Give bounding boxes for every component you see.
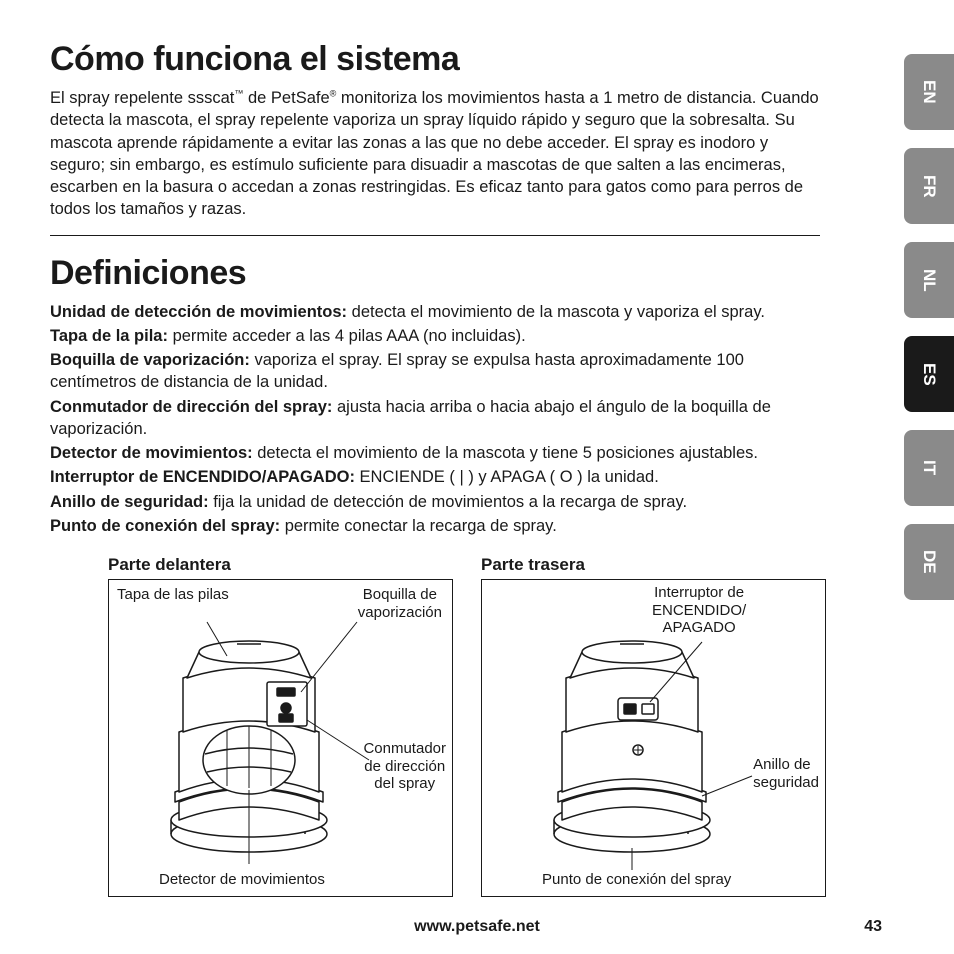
lang-tab-es[interactable]: ES [904, 336, 954, 412]
label-direction-switch: Conmutador de dirección del spray [363, 740, 446, 792]
lang-tab-en[interactable]: EN [904, 54, 954, 130]
def-item: Boquilla de vaporización: vaporiza el sp… [50, 349, 820, 394]
device-front-drawing [109, 580, 453, 897]
label-power-switch: Interruptor de ENCENDIDO/ APAGADO [652, 584, 746, 636]
diagram-front-box: Tapa de las pilas Boquilla de vaporizaci… [108, 579, 453, 897]
lang-tab-fr[interactable]: FR [904, 148, 954, 224]
section1-body: El spray repelente ssscat™ de PetSafe® m… [50, 87, 820, 221]
diagram-front: Parte delantera [108, 555, 453, 897]
def-item: Tapa de la pila: permite acceder a las 4… [50, 325, 820, 347]
diagram-back-box: Interruptor de ENCENDIDO/ APAGADO Anillo… [481, 579, 826, 897]
definitions-list: Unidad de detección de movimientos: dete… [50, 301, 820, 538]
def-item: Unidad de detección de movimientos: dete… [50, 301, 820, 323]
footer-url: www.petsafe.net [0, 918, 954, 936]
lang-tab-it[interactable]: IT [904, 430, 954, 506]
label-spray-connection: Punto de conexión del spray [542, 871, 731, 888]
def-item: Conmutador de dirección del spray: ajust… [50, 396, 820, 441]
diagram-front-title: Parte delantera [108, 555, 453, 575]
def-item: Anillo de seguridad: fija la unidad de d… [50, 491, 820, 513]
diagram-back: Parte trasera [481, 555, 826, 897]
page-number: 43 [864, 918, 882, 936]
lang-tab-de[interactable]: DE [904, 524, 954, 600]
diagrams-row: Parte delantera [50, 555, 820, 897]
language-tabs: EN FR NL ES IT DE [904, 54, 954, 600]
label-battery-cover: Tapa de las pilas [117, 586, 229, 603]
section1-title: Cómo funciona el sistema [50, 40, 820, 79]
section-divider [50, 235, 820, 236]
lang-tab-nl[interactable]: NL [904, 242, 954, 318]
def-item: Detector de movimientos: detecta el movi… [50, 442, 820, 464]
def-item: Punto de conexión del spray: permite con… [50, 515, 820, 537]
label-motion-detector: Detector de movimientos [159, 871, 325, 888]
page-content: Cómo funciona el sistema El spray repele… [0, 0, 870, 927]
def-item: Interruptor de ENCENDIDO/APAGADO: ENCIEN… [50, 466, 820, 488]
label-security-ring: Anillo de seguridad [753, 756, 819, 791]
label-spray-nozzle: Boquilla de vaporización [358, 586, 442, 621]
section2-title: Definiciones [50, 254, 820, 293]
diagram-back-title: Parte trasera [481, 555, 826, 575]
